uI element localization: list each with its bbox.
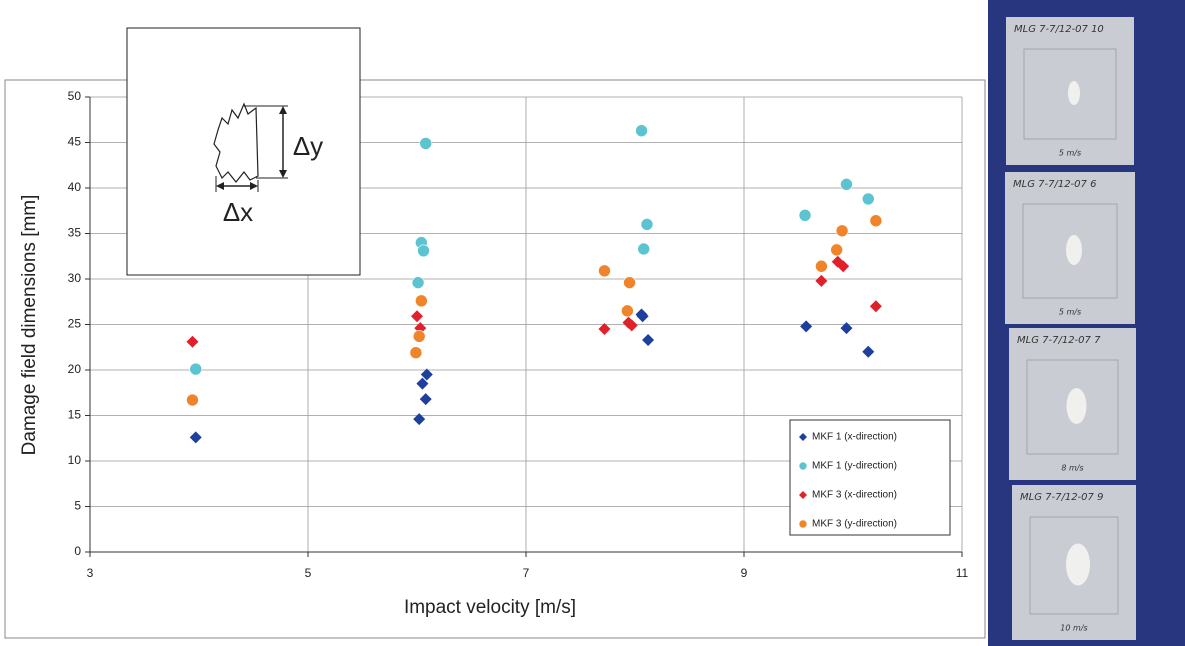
point — [840, 322, 853, 335]
point — [623, 276, 636, 289]
legend-label: MKF 1 (x-direction) — [812, 432, 897, 443]
legend: MKF 1 (x-direction) MKF 1 (y-direction) MK… — [789, 419, 951, 536]
y-tick-label: 35 — [68, 226, 82, 240]
point — [861, 192, 875, 206]
damage-shape — [213, 102, 259, 183]
point — [419, 393, 432, 406]
point — [637, 242, 651, 256]
inset: Δy Δx — [126, 27, 361, 276]
x-axis-title: Impact velocity [m/s] — [404, 597, 576, 618]
point — [869, 214, 883, 228]
specimen-label: MLG 7-7/12-07 7 — [1017, 335, 1101, 346]
point — [598, 323, 611, 336]
y-tick-label: 40 — [68, 180, 82, 194]
damage-spot — [1066, 388, 1087, 424]
legend-marker — [798, 519, 808, 529]
arrow-head — [250, 182, 258, 190]
point — [625, 319, 638, 332]
x-tick-label: 7 — [523, 566, 530, 580]
y-tick-label: 20 — [68, 362, 82, 376]
y-tick-label: 0 — [74, 544, 81, 558]
point — [186, 335, 199, 348]
point — [815, 259, 828, 273]
damage-spot — [1068, 81, 1080, 105]
dx-label: Δx — [223, 197, 253, 227]
legend-label: MKF 1 (y-direction) — [812, 461, 897, 472]
point — [642, 333, 655, 346]
point — [409, 346, 423, 360]
point — [621, 304, 634, 318]
specimen-frame — [1029, 516, 1119, 615]
specimen-frame — [1023, 48, 1117, 140]
x-tick-label: 9 — [741, 566, 748, 580]
arrow-head — [216, 182, 224, 190]
point — [869, 300, 882, 313]
y-tick-label: 5 — [74, 499, 81, 513]
legend-marker — [799, 491, 807, 499]
x-tick-label: 11 — [956, 566, 969, 580]
specimen-caption: 5 m/s — [1059, 308, 1081, 317]
y-tick-label: 10 — [68, 453, 82, 467]
point — [840, 178, 853, 191]
point — [415, 294, 428, 308]
y-tick-label: 45 — [68, 135, 82, 149]
legend-label: MKF 3 (y-direction) — [812, 519, 897, 530]
specimen-caption: 10 m/s — [1060, 624, 1087, 633]
point — [830, 243, 843, 257]
specimen-caption: 8 m/s — [1061, 464, 1083, 473]
legend-label: MKF 3 (x-direction) — [812, 490, 897, 501]
point — [837, 260, 850, 273]
y-tick-label: 30 — [68, 271, 82, 285]
damage-spot — [1066, 235, 1082, 265]
point — [798, 209, 812, 222]
arrow-head — [279, 170, 287, 178]
point — [635, 308, 648, 321]
point — [635, 124, 648, 137]
y-tick-label: 15 — [68, 408, 82, 422]
dy-label: Δy — [293, 131, 323, 161]
point — [413, 413, 426, 426]
x-tick-label: 5 — [305, 566, 312, 580]
specimen-label: MLG 7-7/12-07 9 — [1020, 492, 1103, 503]
point — [412, 330, 426, 343]
x-tick-label: 3 — [87, 566, 94, 580]
point — [862, 345, 875, 358]
specimen-label: MLG 7-7/12-07 10 — [1014, 24, 1104, 35]
photo-panel: MLG 7-7/12-07 10 5 m/s MLG 7-7/12-07 6 5 m/… — [988, 0, 1185, 646]
arrow-head — [279, 106, 287, 114]
point — [186, 393, 199, 407]
point — [598, 264, 611, 278]
point — [189, 431, 202, 444]
damage-spot — [1066, 543, 1090, 586]
point — [189, 362, 203, 376]
legend-box — [789, 419, 951, 536]
point — [800, 320, 813, 333]
specimen-caption: 5 m/s — [1059, 149, 1081, 158]
specimen-frame — [1026, 359, 1119, 455]
point — [420, 368, 433, 381]
point — [416, 377, 429, 390]
legend-marker — [798, 461, 808, 471]
specimen-label: MLG 7-7/12-07 6 — [1013, 179, 1096, 190]
point — [419, 137, 433, 150]
y-tick-label: 25 — [68, 317, 82, 331]
specimen-frame — [1022, 203, 1118, 299]
legend-marker — [799, 433, 807, 441]
point — [640, 218, 654, 231]
y-tick-label: 50 — [68, 89, 82, 103]
point — [417, 244, 430, 258]
point — [835, 224, 849, 238]
point — [411, 276, 425, 289]
y-axis-title: Damage field dimensions [mm] — [19, 195, 40, 456]
point — [815, 274, 828, 287]
point — [411, 310, 423, 323]
